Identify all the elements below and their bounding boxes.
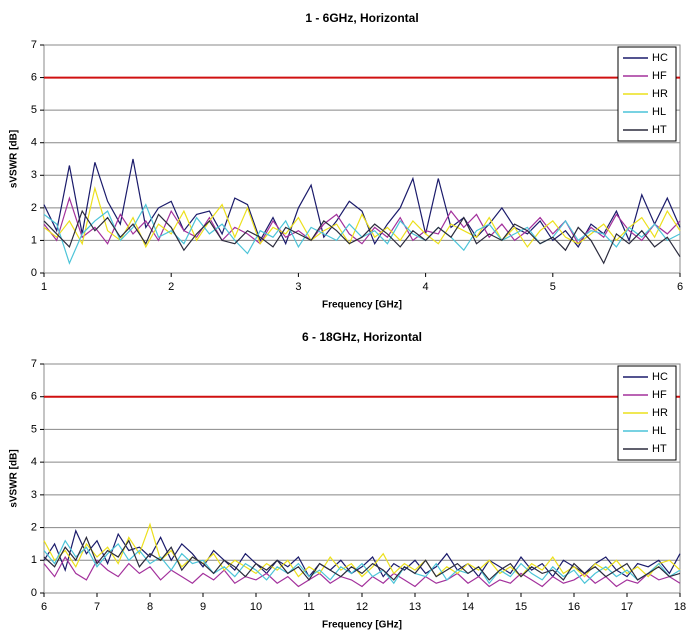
y-tick-label: 2: [31, 521, 37, 533]
y-tick-label: 3: [31, 169, 37, 181]
y-tick-label: 3: [31, 489, 37, 501]
x-tick-label: 7: [94, 601, 100, 613]
y-tick-label: 7: [31, 39, 37, 51]
chart-title: 1 - 6GHz, Horizontal: [305, 11, 418, 25]
y-tick-label: 7: [31, 358, 37, 370]
y-tick-label: 1: [31, 234, 37, 246]
legend-label: HT: [652, 443, 667, 455]
x-tick-label: 13: [409, 601, 421, 613]
x-axis-title: Frequency [GHz]: [322, 300, 402, 311]
y-tick-label: 5: [31, 104, 37, 116]
x-tick-label: 6: [677, 281, 683, 293]
x-tick-label: 18: [674, 601, 686, 613]
legend-label: HC: [652, 371, 668, 383]
y-tick-label: 1: [31, 554, 37, 566]
y-tick-label: 6: [31, 391, 37, 403]
x-tick-label: 15: [515, 601, 527, 613]
x-tick-label: 4: [423, 281, 429, 293]
x-tick-label: 9: [200, 601, 206, 613]
y-axis-title: sVSWR [dB]: [9, 130, 20, 188]
y-tick-label: 0: [31, 587, 37, 599]
legend-label: HR: [652, 407, 668, 419]
plot-area: [43, 363, 681, 594]
legend-label: HR: [652, 88, 668, 100]
y-tick-label: 5: [31, 423, 37, 435]
y-tick-label: 0: [31, 267, 37, 279]
x-tick-label: 12: [356, 601, 368, 613]
x-tick-label: 3: [295, 281, 301, 293]
series-line: [43, 555, 681, 588]
series-line: [43, 209, 681, 265]
y-axis-title: sVSWR [dB]: [9, 449, 20, 507]
legend-label: HL: [652, 425, 666, 437]
y-tick-label: 6: [31, 71, 37, 83]
y-tick-label: 4: [31, 456, 37, 468]
legend-label: HC: [652, 52, 668, 64]
chart-title: 6 - 18GHz, Horizontal: [302, 330, 422, 344]
y-tick-label: 4: [31, 137, 37, 149]
x-axis-title: Frequency [GHz]: [322, 620, 402, 631]
x-tick-label: 2: [168, 281, 174, 293]
x-tick-label: 14: [462, 601, 474, 613]
x-tick-label: 5: [550, 281, 556, 293]
series-line: [43, 522, 681, 578]
legend-label: HL: [652, 106, 666, 118]
series-line: [43, 539, 681, 585]
x-tick-label: 10: [250, 601, 262, 613]
legend-label: HT: [652, 124, 667, 136]
x-tick-label: 11: [303, 601, 314, 613]
x-tick-label: 6: [41, 601, 47, 613]
x-tick-label: 16: [568, 601, 580, 613]
y-tick-label: 2: [31, 202, 37, 214]
x-tick-label: 17: [621, 601, 633, 613]
x-tick-label: 8: [147, 601, 153, 613]
legend-label: HF: [652, 389, 667, 401]
x-tick-label: 1: [41, 281, 47, 293]
legend-label: HF: [652, 70, 667, 82]
series-line: [43, 535, 681, 581]
series-line: [43, 185, 681, 249]
